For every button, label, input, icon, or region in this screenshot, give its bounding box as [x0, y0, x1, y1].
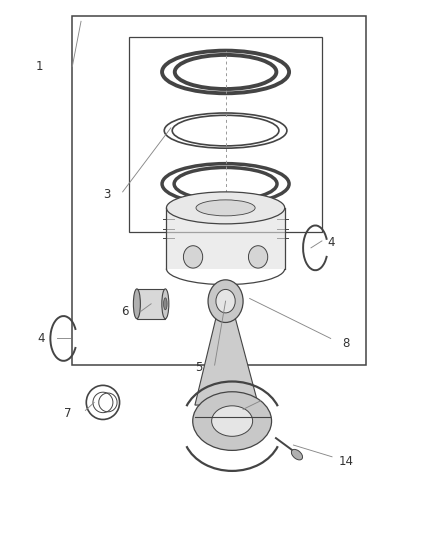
Bar — [137, 289, 166, 319]
Text: 4: 4 — [327, 236, 335, 249]
Ellipse shape — [196, 200, 255, 216]
Ellipse shape — [184, 246, 203, 268]
Text: 3: 3 — [104, 188, 111, 201]
Ellipse shape — [208, 280, 243, 322]
Ellipse shape — [212, 406, 253, 437]
Text: 7: 7 — [64, 407, 72, 419]
Text: 4: 4 — [38, 332, 46, 345]
Bar — [72, 16, 366, 365]
Ellipse shape — [163, 298, 167, 310]
Ellipse shape — [248, 246, 268, 268]
Ellipse shape — [216, 289, 235, 313]
Ellipse shape — [133, 289, 140, 319]
Text: 14: 14 — [339, 455, 353, 467]
Text: 1: 1 — [35, 60, 43, 73]
Ellipse shape — [193, 392, 272, 450]
Ellipse shape — [162, 289, 169, 319]
Text: 9: 9 — [244, 399, 251, 411]
Text: 6: 6 — [121, 305, 129, 318]
Text: 8: 8 — [343, 337, 350, 350]
Text: 5: 5 — [196, 361, 203, 374]
Ellipse shape — [291, 449, 303, 460]
Ellipse shape — [166, 192, 285, 224]
Polygon shape — [166, 208, 285, 269]
Bar — [129, 37, 322, 232]
Polygon shape — [195, 314, 258, 405]
